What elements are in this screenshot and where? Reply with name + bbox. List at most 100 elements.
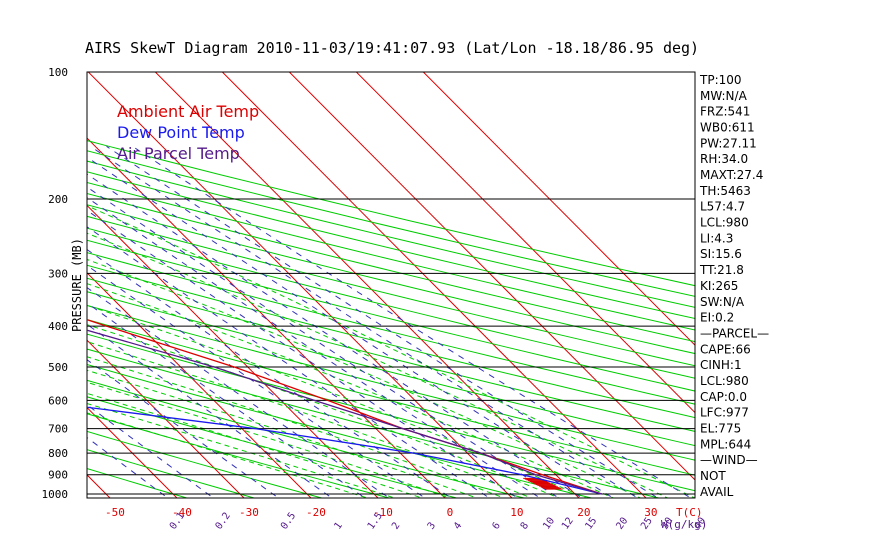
pressure-tick-label: 800 — [48, 447, 68, 460]
index-value: KI:265 — [700, 279, 738, 293]
mixing-ratio-label: 3 — [426, 520, 438, 531]
bottom-temp-tick: 20 — [577, 506, 590, 519]
mixing-ratio-label: 1 — [332, 520, 344, 531]
dry-adiabat-line — [87, 468, 189, 498]
index-value: SI:15.6 — [700, 247, 742, 261]
mixing-ratio-label: 0.2 — [214, 511, 233, 532]
dry-adiabat-line — [87, 304, 695, 461]
isotherm-line — [0, 53, 48, 503]
mixing-ratio-label: 6 — [490, 520, 502, 531]
dry-adiabat-line — [87, 264, 695, 419]
dry-adiabat-line — [87, 150, 695, 297]
legend-entry: Dew Point Temp — [117, 123, 245, 142]
mixing-ratio-label: 10 — [541, 516, 557, 532]
index-value: MW:N/A — [700, 89, 748, 103]
legend-entry: Ambient Air Temp — [117, 102, 259, 121]
pressure-tick-label: 700 — [48, 423, 68, 436]
dry-adiabat-line — [87, 171, 695, 320]
index-value: FRZ:541 — [700, 105, 750, 119]
dry-adiabat-line — [87, 379, 526, 498]
isotherm-line — [422, 72, 695, 346]
pressure-tick-label: 1000 — [42, 488, 69, 501]
moist-adiabat-line — [87, 232, 669, 498]
dry-adiabat-line — [87, 277, 695, 432]
dry-adiabat-line — [87, 252, 695, 405]
index-value: LCL:980 — [700, 374, 749, 388]
chart-title: AIRS SkewT Diagram 2010-11-03/19:41:07.9… — [85, 39, 699, 57]
dry-adiabat-line — [87, 204, 695, 355]
index-value: MPL:644 — [700, 437, 751, 451]
pressure-tick-label: 300 — [48, 267, 68, 280]
moist-adiabat-line — [87, 356, 506, 498]
plot-border — [86, 71, 696, 499]
index-value: —WIND— — [700, 453, 758, 467]
moist-adiabat-line — [87, 392, 424, 498]
index-value: LCL:980 — [700, 216, 749, 230]
index-value: AVAIL — [700, 485, 734, 499]
dry-adiabat-line — [87, 396, 459, 498]
mixing-ratio-label: 2 — [390, 520, 402, 531]
dry-adiabat-line — [87, 239, 695, 392]
index-value: CINH:1 — [700, 358, 742, 372]
bottom-temp-tick: -20 — [306, 506, 326, 519]
bottom-temp-tick: 10 — [510, 506, 523, 519]
series-line — [87, 329, 602, 495]
pressure-tick-label: 500 — [48, 361, 68, 374]
index-value: WB0:611 — [700, 121, 755, 135]
dry-adiabat-line — [87, 333, 695, 492]
bottom-temp-tick: -40 — [172, 506, 192, 519]
index-value: MAXT:27.4 — [700, 168, 763, 182]
isotherm-line — [221, 72, 647, 498]
mixing-ratio-line — [87, 186, 560, 498]
isotherm-line — [87, 339, 245, 498]
mixing-ratio-label: 8 — [519, 520, 531, 531]
index-value: —PARCEL— — [700, 326, 769, 340]
mixing-ratio-line — [87, 173, 584, 498]
dry-adiabat-line — [87, 227, 695, 379]
legend-entry: Air Parcel Temp — [117, 144, 240, 163]
index-value: EL:775 — [700, 421, 741, 435]
pressure-tick-label: 100 — [48, 66, 68, 79]
dry-adiabat-line — [87, 449, 257, 498]
isotherm-line — [87, 137, 446, 498]
index-value: CAPE:66 — [700, 342, 751, 356]
index-value: NOT — [700, 469, 726, 483]
pressure-tick-label: 900 — [48, 469, 68, 482]
mixing-ratio-label: 20 — [614, 516, 630, 532]
dry-adiabat-line — [87, 192, 695, 343]
mixing-ratio-label: 12 — [560, 516, 576, 532]
index-value: LI:4.3 — [700, 231, 733, 245]
bottom-temp-tick: 30 — [644, 506, 657, 519]
bottom-temp-tick: -30 — [239, 506, 259, 519]
isotherm-line — [355, 72, 695, 414]
y-axis-label: PRESSURE (MB) — [70, 238, 84, 332]
isotherm-line — [87, 72, 513, 498]
dry-adiabat-line — [87, 291, 695, 447]
dry-adiabat-line — [87, 215, 695, 367]
moist-adiabat-line — [87, 341, 533, 498]
moist-adiabat-line — [87, 381, 451, 498]
bottom-temp-tick: 0 — [447, 506, 454, 519]
dry-adiabat-line — [87, 319, 695, 476]
series-line — [87, 406, 602, 495]
dry-adiabat-line — [87, 140, 695, 287]
index-value: SW:N/A — [700, 295, 745, 309]
isotherm-line — [87, 406, 178, 498]
isotherm-line — [154, 72, 580, 498]
index-value: TH:5463 — [699, 184, 751, 198]
index-value: TP:100 — [699, 73, 742, 87]
dry-adiabat-line — [87, 430, 324, 498]
isotherm-line — [87, 272, 312, 498]
dry-adiabat-line — [87, 181, 695, 331]
index-value: TT:21.8 — [699, 263, 744, 277]
pressure-tick-label: 400 — [48, 320, 68, 333]
mixing-ratio-unit: W(g/kg) — [661, 518, 707, 531]
mixing-ratio-label: 4 — [452, 520, 464, 531]
isotherm-line — [87, 204, 379, 498]
index-value: EI:0.2 — [700, 311, 734, 325]
dry-adiabat-line — [87, 363, 594, 498]
moist-adiabat-line — [87, 205, 695, 498]
dry-adiabat-line — [87, 160, 695, 308]
temp-unit-label: T(C) — [676, 506, 703, 519]
